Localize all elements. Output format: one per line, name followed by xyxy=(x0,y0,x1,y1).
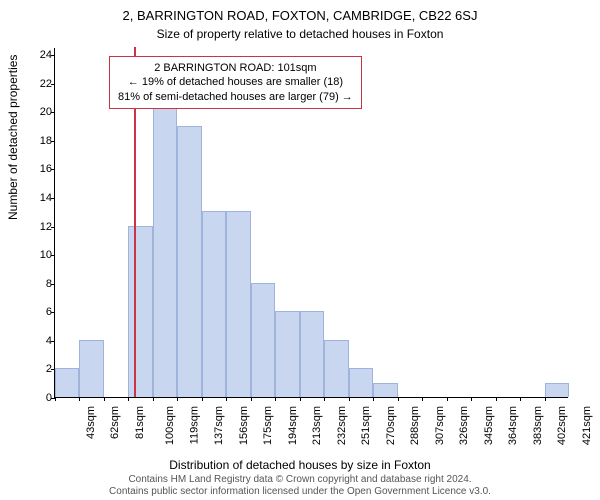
x-tick-mark xyxy=(545,397,546,401)
x-tick-label: 43sqm xyxy=(85,406,97,439)
x-tick-mark xyxy=(104,397,105,401)
x-tick-mark xyxy=(153,397,154,401)
x-tick-label: 213sqm xyxy=(311,406,323,445)
x-tick-label: 383sqm xyxy=(532,406,544,445)
x-tick-label: 194sqm xyxy=(287,406,299,445)
x-tick-label: 62sqm xyxy=(110,406,122,439)
x-tick-label: 364sqm xyxy=(507,406,519,445)
x-axis-label: Distribution of detached houses by size … xyxy=(0,458,600,472)
x-tick-label: 251sqm xyxy=(360,406,372,445)
footer: Contains HM Land Registry data © Crown c… xyxy=(0,474,600,498)
x-tick-mark xyxy=(373,397,374,401)
x-tick-label: 345sqm xyxy=(483,406,495,445)
y-tick-label: 6 xyxy=(28,306,52,318)
histogram-bar xyxy=(177,126,201,397)
y-tick-label: 16 xyxy=(28,163,52,175)
histogram-bar xyxy=(226,211,250,397)
x-tick-mark xyxy=(422,397,423,401)
x-tick-mark xyxy=(177,397,178,401)
chart-title: 2, BARRINGTON ROAD, FOXTON, CAMBRIDGE, C… xyxy=(0,0,600,23)
x-tick-mark xyxy=(349,397,350,401)
x-tick-label: 307sqm xyxy=(434,406,446,445)
y-axis-label: Number of detached properties xyxy=(6,55,20,220)
y-tick-label: 12 xyxy=(28,221,52,233)
x-tick-mark xyxy=(128,397,129,401)
histogram-bar xyxy=(300,311,324,397)
callout-line-2: ← 19% of detached houses are smaller (18… xyxy=(118,75,353,89)
y-tick-label: 0 xyxy=(28,392,52,404)
x-tick-mark xyxy=(398,397,399,401)
histogram-bar xyxy=(275,311,299,397)
x-tick-mark xyxy=(251,397,252,401)
x-tick-mark xyxy=(520,397,521,401)
x-tick-label: 100sqm xyxy=(165,406,177,445)
x-tick-label: 270sqm xyxy=(385,406,397,445)
x-tick-label: 137sqm xyxy=(214,406,226,445)
callout-line-3: 81% of semi-detached houses are larger (… xyxy=(118,90,353,104)
x-tick-label: 81sqm xyxy=(134,406,146,439)
y-tick-label: 8 xyxy=(28,278,52,290)
x-tick-mark xyxy=(226,397,227,401)
y-tick-label: 14 xyxy=(28,192,52,204)
histogram-bar xyxy=(251,283,275,397)
chart-subtitle: Size of property relative to detached ho… xyxy=(0,23,600,41)
histogram-bar xyxy=(128,226,152,397)
footer-line-2: Contains public sector information licen… xyxy=(0,486,600,498)
y-tick-label: 24 xyxy=(28,49,52,61)
y-tick-label: 4 xyxy=(28,335,52,347)
chart-container: { "titles": { "main": "2, BARRINGTON ROA… xyxy=(0,0,600,500)
y-tick-label: 10 xyxy=(28,249,52,261)
callout-box: 2 BARRINGTON ROAD: 101sqm ← 19% of detac… xyxy=(109,56,362,109)
histogram-bar xyxy=(202,211,226,397)
x-tick-mark xyxy=(324,397,325,401)
x-tick-mark xyxy=(496,397,497,401)
x-tick-label: 232sqm xyxy=(336,406,348,445)
x-tick-label: 175sqm xyxy=(262,406,274,445)
y-tick-label: 2 xyxy=(28,363,52,375)
x-tick-label: 402sqm xyxy=(556,406,568,445)
x-tick-mark xyxy=(300,397,301,401)
x-tick-label: 326sqm xyxy=(458,406,470,445)
x-tick-mark xyxy=(447,397,448,401)
histogram-bar xyxy=(349,368,373,397)
y-tick-label: 20 xyxy=(28,106,52,118)
histogram-bar xyxy=(55,368,79,397)
x-tick-mark xyxy=(202,397,203,401)
x-tick-label: 421sqm xyxy=(581,406,593,445)
x-tick-label: 156sqm xyxy=(238,406,250,445)
x-tick-label: 119sqm xyxy=(188,406,200,444)
x-tick-mark xyxy=(471,397,472,401)
histogram-bar xyxy=(545,383,569,397)
x-tick-mark xyxy=(55,397,56,401)
y-tick-label: 18 xyxy=(28,135,52,147)
histogram-bar xyxy=(324,340,348,397)
x-tick-label: 288sqm xyxy=(409,406,421,445)
x-tick-mark xyxy=(275,397,276,401)
x-tick-mark xyxy=(79,397,80,401)
y-tick-label: 22 xyxy=(28,78,52,90)
histogram-bar xyxy=(153,97,177,397)
footer-line-1: Contains HM Land Registry data © Crown c… xyxy=(0,474,600,486)
callout-line-1: 2 BARRINGTON ROAD: 101sqm xyxy=(118,61,353,75)
histogram-bar xyxy=(79,340,103,397)
histogram-bar xyxy=(373,383,397,397)
chart-area: 2 BARRINGTON ROAD: 101sqm ← 19% of detac… xyxy=(54,48,568,398)
